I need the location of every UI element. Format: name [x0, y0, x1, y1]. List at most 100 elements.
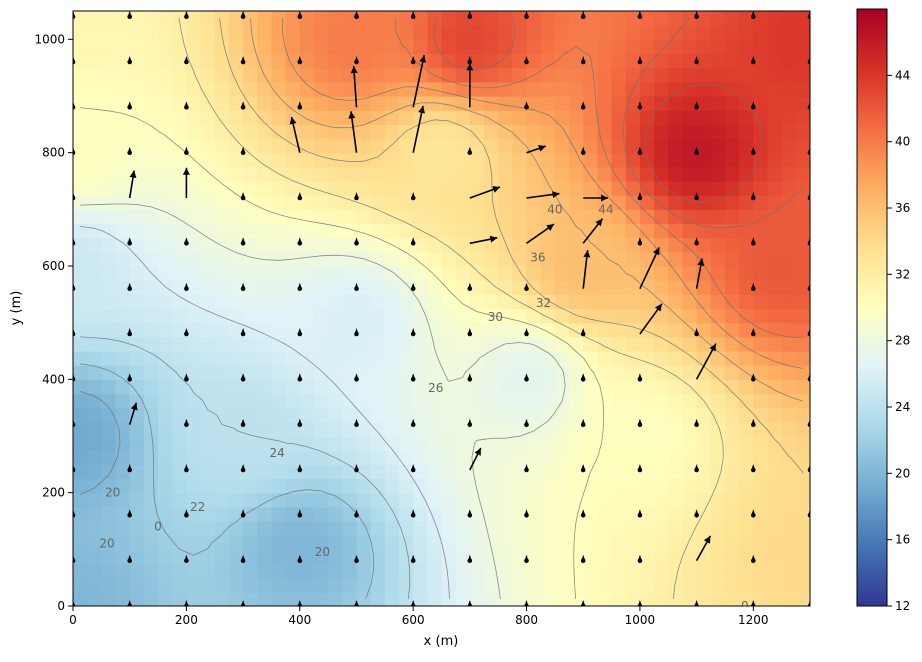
heatmap-cell: [271, 535, 287, 550]
vector-arrowhead: [241, 11, 246, 17]
heatmap-cell: [540, 407, 556, 423]
heatmap-cell: [597, 322, 613, 338]
heatmap-cell: [753, 25, 769, 40]
heatmap-cell: [441, 266, 457, 281]
heatmap-cell: [285, 110, 301, 125]
contour-line-28: [80, 203, 566, 599]
heatmap-cell: [243, 351, 258, 366]
heatmap-cell: [285, 549, 301, 565]
heatmap-cell: [172, 195, 187, 210]
heatmap-cell: [413, 237, 428, 253]
heatmap-cell: [724, 223, 740, 239]
heatmap-cell: [696, 336, 712, 352]
heatmap-cell: [228, 478, 244, 494]
heatmap-cell: [101, 308, 117, 324]
heatmap-cell: [724, 39, 740, 55]
heatmap-cell: [710, 577, 726, 593]
heatmap-cell: [781, 563, 797, 579]
heatmap-cell: [569, 152, 584, 168]
heatmap-cell: [753, 436, 769, 451]
heatmap-cell: [101, 450, 117, 465]
heatmap-cell: [498, 110, 513, 125]
heatmap-cell: [285, 237, 301, 253]
heatmap-cell: [143, 11, 159, 26]
heatmap-cell: [413, 535, 428, 550]
colorbar-tick-label: 32: [895, 267, 910, 281]
heatmap-cell: [73, 591, 88, 606]
heatmap-cell: [129, 110, 145, 125]
heatmap-cell: [129, 351, 145, 366]
vector-arrowhead: [289, 116, 297, 125]
heatmap-cell: [186, 294, 202, 310]
heatmap-cell: [739, 166, 754, 182]
vector-arrowhead: [184, 373, 189, 380]
heatmap-cell: [129, 181, 145, 196]
heatmap-cell: [526, 591, 542, 606]
heatmap-cell: [356, 521, 372, 536]
heatmap-cell: [384, 492, 400, 508]
heatmap-cell: [611, 280, 627, 295]
heatmap-cell: [115, 223, 131, 239]
heatmap-cell: [512, 209, 528, 225]
heatmap-cell: [611, 223, 627, 239]
heatmap-cell: [724, 407, 740, 423]
heatmap-cell: [710, 506, 726, 522]
heatmap-cell: [795, 138, 810, 154]
heatmap-cell: [143, 166, 159, 182]
heatmap-cell: [143, 464, 159, 480]
heatmap-cell: [498, 521, 513, 536]
heatmap-cell: [583, 280, 598, 295]
heatmap-cell: [583, 39, 598, 55]
heatmap-cell: [597, 223, 613, 239]
heatmap-cell: [342, 421, 358, 437]
heatmap-cell: [285, 336, 301, 352]
heatmap-cell: [172, 563, 187, 579]
heatmap-cell: [356, 251, 372, 267]
heatmap-cell: [540, 563, 556, 579]
heatmap-cell: [540, 464, 556, 480]
heatmap-cell: [498, 251, 513, 267]
heatmap-cell: [313, 138, 329, 154]
heatmap-cell: [512, 25, 528, 40]
heatmap-cell: [569, 450, 584, 465]
heatmap-cell: [384, 294, 400, 310]
heatmap-cell: [469, 124, 485, 140]
heatmap-cell: [328, 492, 343, 508]
heatmap-cell: [243, 365, 258, 380]
heatmap-cell: [682, 152, 698, 168]
heatmap-cell: [781, 266, 797, 281]
heatmap-cell: [370, 152, 386, 168]
heatmap-cell: [413, 11, 428, 26]
heatmap-cell: [87, 351, 102, 366]
heatmap-cell: [767, 166, 783, 182]
heatmap-cell: [427, 436, 443, 451]
heatmap-cell: [526, 152, 542, 168]
heatmap-cell: [398, 11, 414, 26]
heatmap-cell: [384, 67, 400, 83]
heatmap-cell: [413, 152, 428, 168]
heatmap-cell: [285, 521, 301, 536]
heatmap-cell: [781, 478, 797, 494]
heatmap-cell: [398, 450, 414, 465]
heatmap-cell: [214, 110, 230, 125]
vector-arrowhead: [241, 328, 246, 334]
heatmap-cell: [696, 492, 712, 508]
heatmap-cell: [87, 152, 102, 168]
vector-arrowhead: [524, 328, 529, 334]
heatmap-cell: [781, 577, 797, 593]
contour-line-34: [219, 18, 804, 474]
heatmap-cell: [526, 436, 542, 451]
heatmap-cell: [540, 67, 556, 83]
heatmap-cell: [158, 450, 173, 465]
heatmap-cell: [753, 351, 769, 366]
heatmap-cell: [384, 280, 400, 295]
heatmap-cell: [257, 492, 273, 508]
heatmap-cell: [271, 421, 287, 437]
heatmap-cell: [724, 181, 740, 196]
heatmap-cell: [611, 535, 627, 550]
heatmap-cell: [172, 407, 187, 423]
heatmap-cell: [115, 11, 131, 26]
heatmap-cell: [342, 521, 358, 536]
vector-arrowhead: [467, 554, 472, 561]
heatmap-cell: [654, 308, 669, 324]
